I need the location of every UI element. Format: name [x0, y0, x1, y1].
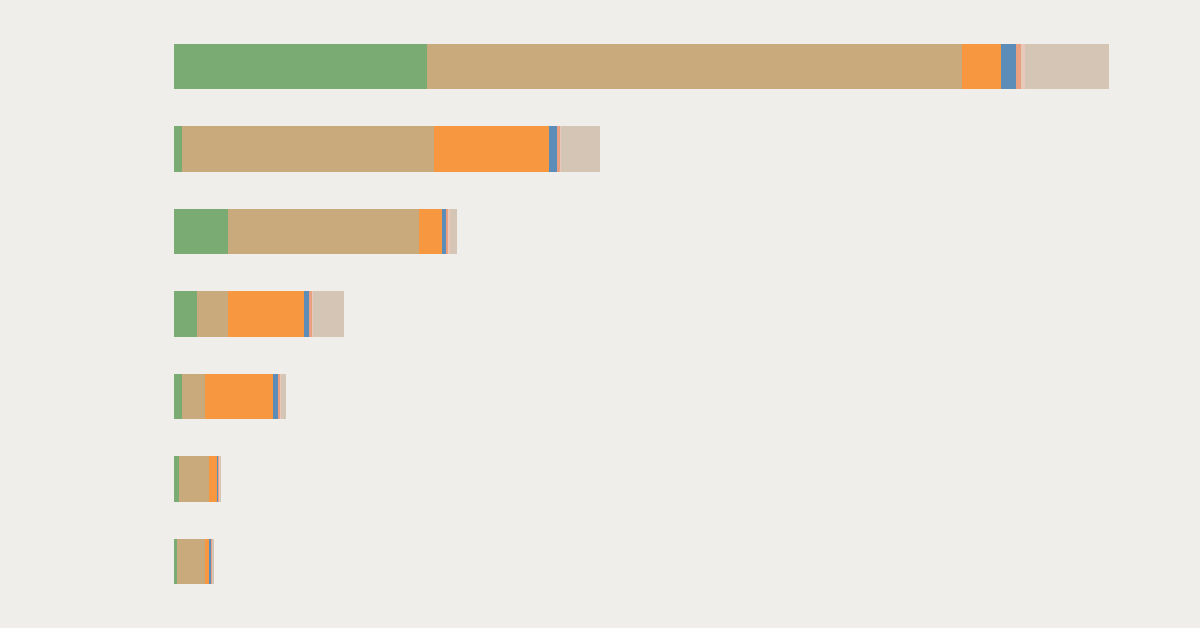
Bar — [281, 374, 286, 420]
Bar — [304, 291, 308, 337]
Bar — [212, 539, 214, 584]
Bar — [209, 539, 211, 584]
Bar — [220, 457, 222, 502]
Bar — [962, 44, 1001, 89]
Bar — [274, 374, 278, 420]
Bar — [174, 374, 181, 420]
Bar — [178, 539, 205, 584]
Bar — [442, 208, 446, 254]
Bar — [181, 126, 434, 171]
Bar — [1001, 44, 1016, 89]
Bar — [559, 126, 562, 171]
Bar — [448, 208, 450, 254]
Bar — [1016, 44, 1020, 89]
Bar — [312, 291, 313, 337]
Bar — [308, 291, 312, 337]
Bar — [205, 539, 209, 584]
Bar — [174, 126, 181, 171]
Bar — [197, 291, 228, 337]
Bar — [419, 208, 442, 254]
Bar — [278, 374, 280, 420]
Bar — [1020, 44, 1025, 89]
Bar — [1025, 44, 1109, 89]
Bar — [446, 208, 448, 254]
Bar — [562, 126, 600, 171]
Bar — [217, 457, 218, 502]
Bar — [205, 374, 274, 420]
Bar — [434, 126, 550, 171]
Bar — [174, 208, 228, 254]
Bar — [313, 291, 344, 337]
Bar — [174, 291, 197, 337]
Bar — [174, 457, 179, 502]
Bar — [228, 291, 304, 337]
Bar — [209, 457, 217, 502]
Bar — [174, 44, 426, 89]
Bar — [450, 208, 457, 254]
Bar — [174, 539, 178, 584]
Bar — [228, 208, 419, 254]
Bar — [181, 374, 205, 420]
Bar — [550, 126, 557, 171]
Bar — [557, 126, 559, 171]
Bar — [179, 457, 209, 502]
Bar — [280, 374, 281, 420]
Bar — [426, 44, 962, 89]
